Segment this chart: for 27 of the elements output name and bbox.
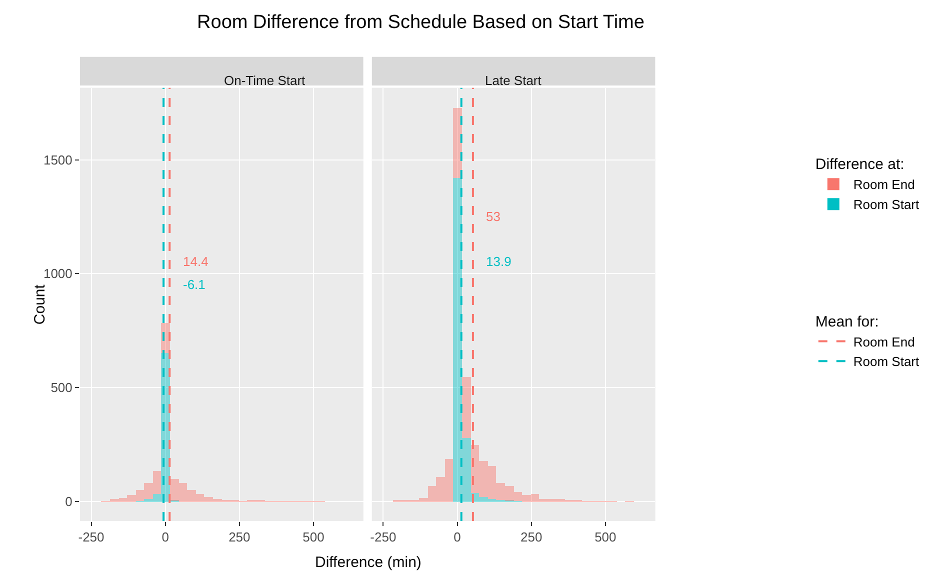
ref-line-label: 14.4 bbox=[183, 254, 208, 269]
x-tick-label: 250 bbox=[228, 530, 250, 545]
y-tick-label: 500 bbox=[50, 380, 72, 396]
text: Room Difference from Schedule Based on Start Time bbox=[197, 12, 644, 33]
x-tick-label: 500 bbox=[302, 530, 324, 545]
x-tick-label: -250 bbox=[370, 530, 396, 545]
x-tick-label: 0 bbox=[162, 530, 169, 545]
legend-label: Room Start bbox=[853, 197, 920, 212]
y-axis-title: Count bbox=[32, 284, 49, 325]
x-tick-label: 500 bbox=[594, 530, 616, 545]
y-tick-label: 0 bbox=[65, 494, 72, 509]
y-tick-label: 1000 bbox=[43, 266, 72, 282]
y-tick-label: 1500 bbox=[43, 152, 72, 168]
x-axis-title: Difference (min) bbox=[315, 554, 422, 571]
ref-line-label: 13.9 bbox=[486, 254, 512, 269]
x-tick-label: 0 bbox=[454, 530, 461, 545]
text: Room End bbox=[853, 334, 915, 350]
ref-line-label: -6.1 bbox=[183, 277, 206, 292]
x-tick-label: -250 bbox=[78, 530, 104, 545]
chart-subtitle: On-Time Start bbox=[224, 73, 306, 88]
ref-line-label: 53 bbox=[486, 209, 500, 224]
text: Mean for: bbox=[815, 313, 879, 330]
chart-subtitle: Late Start bbox=[485, 73, 542, 88]
x-tick-label: 250 bbox=[520, 530, 542, 545]
legend-title: Difference at: bbox=[815, 156, 904, 174]
legend-label: Room End bbox=[853, 177, 915, 192]
text: Room Start bbox=[853, 354, 920, 370]
